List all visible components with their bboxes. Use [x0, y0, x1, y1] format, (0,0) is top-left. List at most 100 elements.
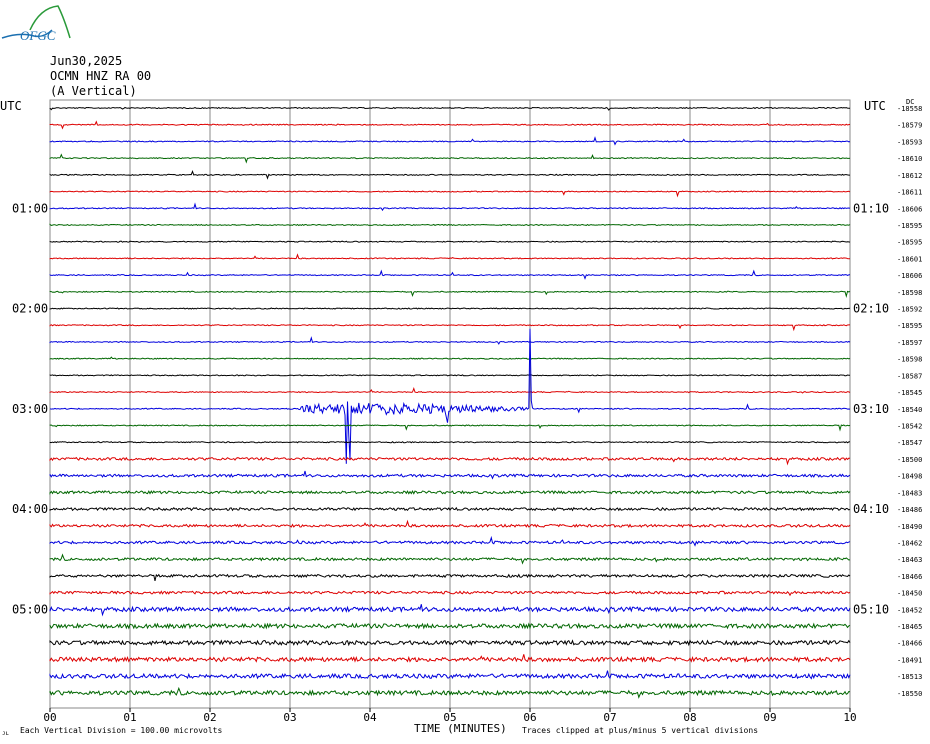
trace-line [49, 553, 851, 565]
dc-offset-label: -18601 [897, 255, 922, 263]
x-tick-label: 09 [763, 711, 776, 724]
trace-line [49, 153, 851, 164]
trace-line [49, 190, 851, 198]
left-time-label: 04:00 [12, 502, 48, 516]
x-tick-label: 05 [443, 711, 456, 724]
dc-offset-label: -18610 [897, 155, 922, 163]
dc-offset-label: -18498 [897, 473, 922, 481]
station-label: OCMN HNZ RA 00 [50, 69, 152, 83]
right-utc-title: UTC [864, 99, 886, 113]
x-axis-title: TIME (MINUTES) [414, 722, 507, 735]
trace-line [49, 169, 850, 180]
right-time-label: 04:10 [853, 502, 889, 516]
dc-offset-label: -18542 [897, 422, 922, 430]
trace-line [49, 590, 851, 597]
dc-offset-label: -18490 [897, 523, 922, 531]
right-time-label: 01:10 [853, 201, 889, 215]
dc-offset-label: -18595 [897, 222, 922, 230]
trace-line [49, 269, 851, 280]
trace-line [49, 336, 851, 345]
dc-offset-label: -18491 [897, 656, 922, 664]
dc-offset-label: -18540 [897, 406, 922, 414]
dc-offset-label: -18550 [897, 690, 922, 698]
dc-offset-label: -18606 [897, 205, 922, 213]
trace-line [49, 670, 851, 680]
trace-line [49, 386, 851, 394]
division-note: Each Vertical Division = 100.00 microvol… [20, 726, 222, 735]
right-time-label: 05:10 [853, 602, 889, 616]
trace-line [49, 654, 851, 663]
date-label: Jun30,2025 [50, 54, 123, 68]
trace-line [49, 374, 851, 377]
dc-offset-label: -18598 [897, 356, 922, 364]
x-tick-label: 06 [523, 711, 536, 724]
trace-line [49, 202, 851, 212]
dc-offset-label: -18595 [897, 322, 922, 330]
dc-offset-label: -18466 [897, 640, 922, 648]
dc-offset-label: -18500 [897, 456, 922, 464]
dc-tag: DC [906, 98, 914, 106]
seismic-traces [49, 106, 851, 699]
dc-offset-label: -18463 [897, 556, 922, 564]
x-tick-label: 00 [43, 711, 56, 724]
dc-offset-label: -18611 [897, 189, 922, 197]
right-time-label: 03:10 [853, 402, 889, 416]
trace-line [49, 604, 851, 617]
dc-offset-label: -18558 [897, 105, 922, 113]
trace-line [49, 324, 850, 332]
x-tick-label: 02 [203, 711, 216, 724]
trace-line [49, 573, 851, 582]
trace-line [49, 535, 851, 547]
x-tick-label: 07 [603, 711, 616, 724]
left-time-label: 05:00 [12, 602, 48, 616]
left-time-label: 02:00 [12, 302, 48, 316]
dc-offset-label: -18486 [897, 506, 922, 514]
left-time-label: 01:00 [12, 201, 48, 215]
dc-offset-label: -18462 [897, 539, 922, 547]
trace-line [49, 240, 851, 243]
x-tick-label: 03 [283, 711, 296, 724]
trace-line [49, 290, 851, 299]
trace-line [49, 356, 851, 360]
dc-offset-label: -18483 [897, 489, 922, 497]
dc-offset-label: -18466 [897, 573, 922, 581]
dc-offset-label: -18612 [897, 172, 922, 180]
dc-offset-label: -18595 [897, 239, 922, 247]
trace-line [49, 519, 851, 529]
component-label: (A Vertical) [50, 84, 137, 98]
dc-offset-label: -18606 [897, 272, 922, 280]
x-tick-label: 01 [123, 711, 136, 724]
trace-line [49, 489, 851, 495]
dc-offset-label: -18587 [897, 372, 922, 380]
trace-line [49, 120, 851, 130]
dc-offset-label: -18598 [897, 289, 922, 297]
trace-line [49, 622, 851, 630]
x-tick-label: 10 [843, 711, 856, 724]
dc-offset-label: -18452 [897, 606, 922, 614]
dc-offset-label: -18465 [897, 623, 922, 631]
left-utc-title: UTC [0, 99, 22, 113]
trace-line [49, 441, 851, 444]
x-tick-label: 04 [363, 711, 377, 724]
trace-line [49, 686, 851, 699]
dc-offset-label: -18592 [897, 306, 922, 314]
logo-text: OFGC [20, 28, 56, 43]
plot-grid [49, 99, 851, 712]
dc-offset-label: -18579 [897, 122, 922, 130]
left-time-label: 03:00 [12, 402, 48, 416]
dc-offset-label: -18450 [897, 590, 922, 598]
trace-line [49, 328, 851, 464]
trace-line [49, 424, 851, 432]
trace-line [49, 253, 851, 260]
trace-line [49, 470, 851, 480]
trace-line [49, 639, 851, 647]
trace-line [49, 223, 851, 227]
dc-offset-label: -18513 [897, 673, 922, 681]
trace-line [49, 456, 851, 466]
right-time-label: 02:10 [853, 302, 889, 316]
clip-note: Traces clipped at plus/minus 5 vertical … [522, 726, 758, 735]
dc-offset-label: -18593 [897, 138, 922, 146]
trace-line [49, 506, 851, 512]
footer-left-mark: ᴊʟ [2, 730, 9, 737]
